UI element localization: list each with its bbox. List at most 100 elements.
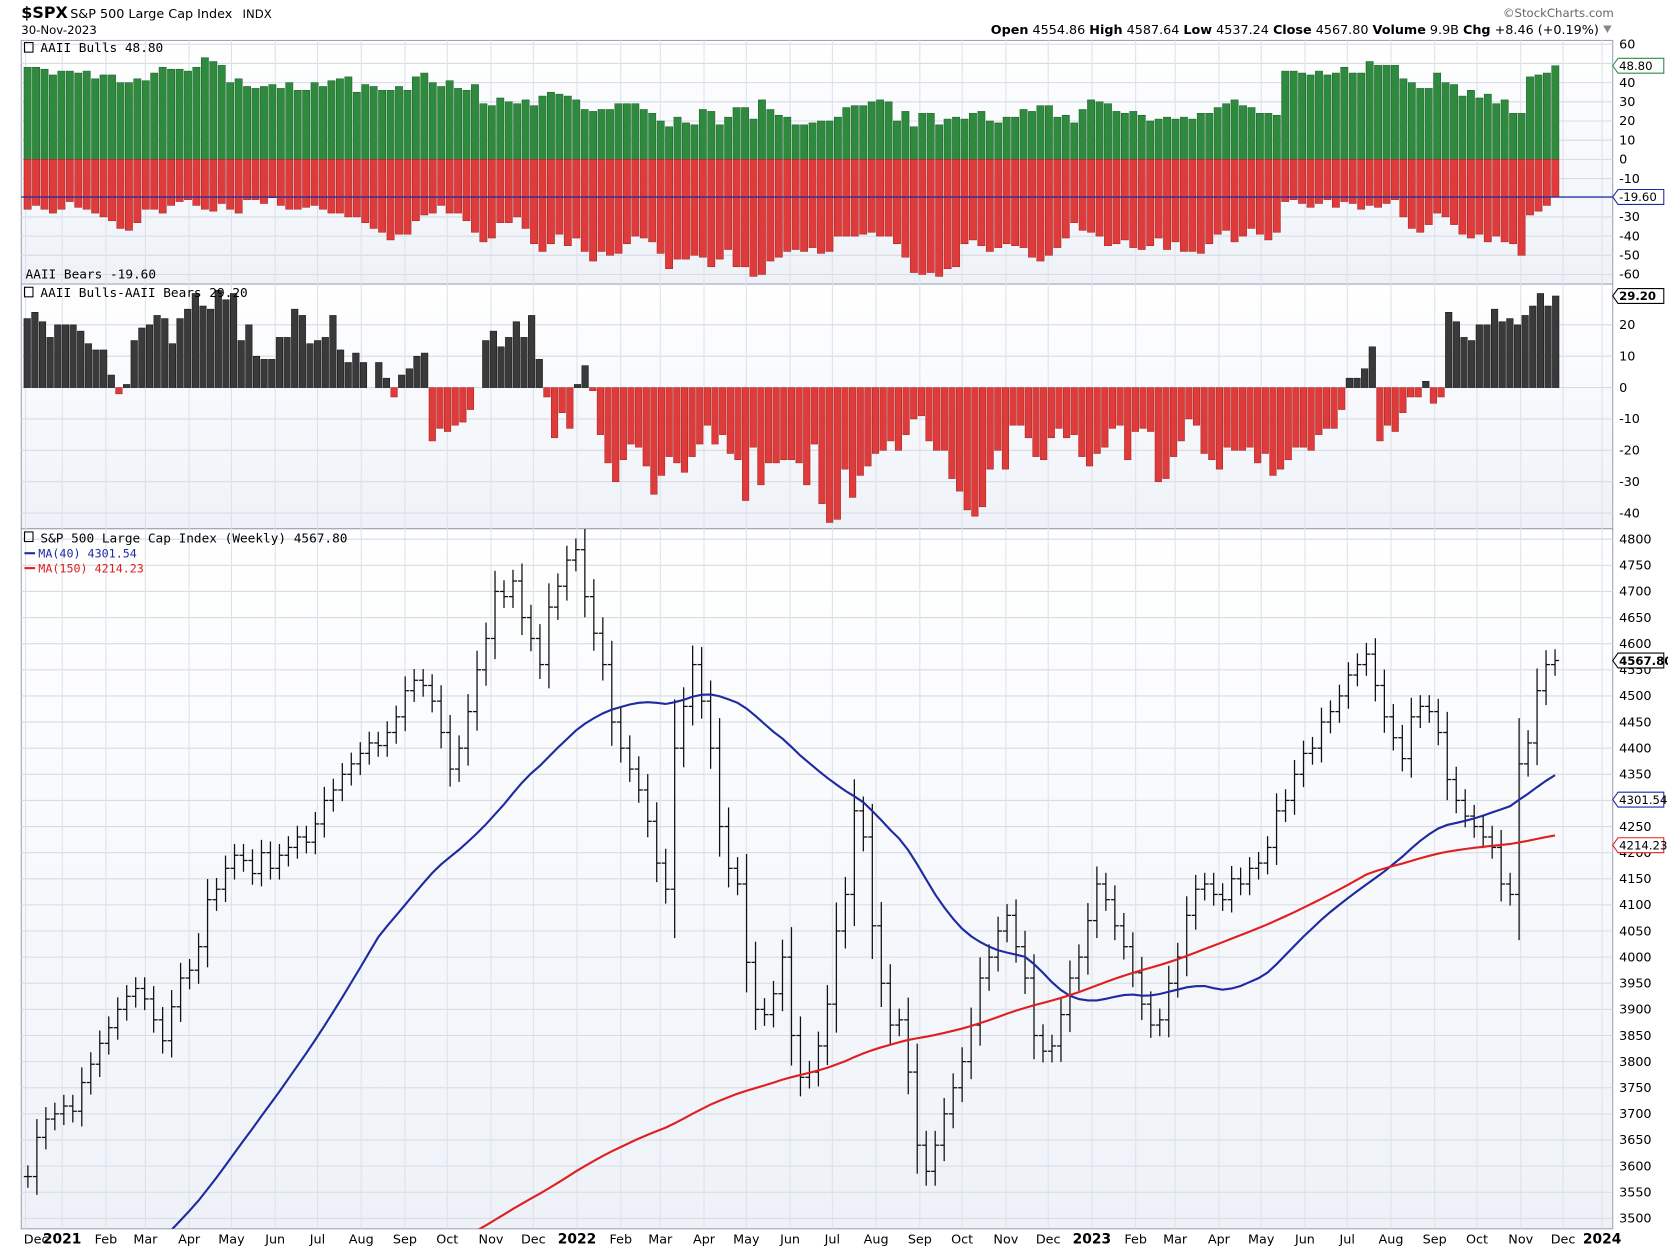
x-tick-label: Sep <box>393 1233 417 1248</box>
spread-negative-bar <box>940 387 948 451</box>
bears-bar <box>496 159 505 223</box>
price-bar <box>455 735 464 782</box>
price-bar <box>949 1073 958 1129</box>
index-name-label: S&P 500 Large Cap Index <box>70 7 232 22</box>
spread-negative-bar <box>994 387 1002 451</box>
price-bar <box>868 803 877 959</box>
bulls-bar <box>884 101 893 160</box>
bears-bar <box>1019 159 1028 248</box>
price-bar <box>985 944 994 991</box>
price-bar <box>877 902 886 1008</box>
spread-negative-bar <box>1215 387 1223 470</box>
spread-negative-bar <box>466 387 475 410</box>
bulls-bar <box>1053 116 1062 160</box>
price-bar <box>392 705 401 744</box>
price-bar <box>122 985 131 1021</box>
bears-bar <box>411 159 420 222</box>
bulls-bar <box>639 109 648 160</box>
price-bar <box>212 877 221 911</box>
spread-positive-bar <box>191 293 199 388</box>
brand-label: ©StockCharts.com <box>1503 6 1614 20</box>
spread-positive-bar <box>1506 318 1514 388</box>
bulls-bar <box>926 113 935 160</box>
spread-negative-bar <box>642 387 650 467</box>
bulls-bar <box>471 84 479 160</box>
price-bar <box>248 849 257 885</box>
spread-positive-bar <box>398 374 406 388</box>
bulls-bar <box>758 99 766 160</box>
price-y-tick-label: 4400 <box>1619 741 1651 756</box>
bulls-bar <box>116 82 125 160</box>
price-y-tick-label: 4700 <box>1619 585 1651 600</box>
bears-bar <box>99 159 108 218</box>
bulls-bar <box>808 122 817 160</box>
bulls-bar <box>49 74 57 160</box>
spread-negative-bar <box>596 387 604 435</box>
spread-positive-bar <box>222 299 230 388</box>
price-y-tick-label: 3750 <box>1619 1081 1651 1096</box>
spread-positive-bar <box>359 362 368 388</box>
bulls-bar <box>1196 113 1205 160</box>
spread-negative-bar <box>1177 387 1185 442</box>
bears-bar <box>977 159 986 246</box>
bears-bar <box>1087 159 1095 233</box>
bulls-bar <box>1222 103 1231 160</box>
spread-positive-bar <box>138 327 146 388</box>
price-bar <box>1550 649 1560 676</box>
bears-bar <box>943 159 952 269</box>
bears-bar <box>1374 159 1382 208</box>
bulls-bar <box>698 109 707 160</box>
ma40-label: MA(40) 4301.54 <box>38 546 137 560</box>
price-bar <box>715 718 724 857</box>
spread-negative-bar <box>1093 387 1101 454</box>
spread-positive-bar <box>77 330 85 388</box>
spread-positive-bar <box>329 315 337 388</box>
bulls-bar <box>32 67 40 160</box>
bears-bar <box>1399 159 1408 218</box>
bears-bar <box>732 159 741 268</box>
spread-negative-bar <box>436 387 444 429</box>
spread-positive-bar <box>145 324 154 388</box>
price-bar <box>1317 707 1326 763</box>
spread-positive-bar <box>54 324 62 388</box>
x-tick-label: Dec <box>24 1233 49 1248</box>
spread-positive-bar <box>535 359 543 388</box>
bulls-bar <box>91 78 100 160</box>
bears-bar <box>1272 159 1281 233</box>
price-bar <box>1506 872 1515 906</box>
bears-bar <box>800 159 809 252</box>
spread-negative-bar <box>1254 387 1262 464</box>
spread-positive-bar <box>1345 377 1353 388</box>
x-tick-label: Oct <box>951 1233 973 1248</box>
axes: 6050403020100-10-20-30-40-50-6020100-10-… <box>24 38 1652 1248</box>
bears-bar <box>1407 159 1416 229</box>
sentiment-y-tick-label: -60 <box>1619 268 1640 283</box>
bulls-bar <box>859 105 868 160</box>
price-bar <box>239 844 248 872</box>
bulls-bar <box>158 67 167 160</box>
price-bars <box>23 529 1560 1195</box>
spread-negative-bar <box>1192 387 1201 426</box>
x-tick-label: Oct <box>1466 1233 1488 1248</box>
spread-negative-bar <box>1101 387 1109 448</box>
bears-bar <box>1011 159 1020 246</box>
bulls-bar <box>1467 90 1475 160</box>
spread-negative-bar <box>894 387 903 451</box>
sentiment-y-tick-label: 60 <box>1619 38 1635 53</box>
bears-bar <box>141 159 150 210</box>
bulls-bar <box>1002 116 1011 160</box>
bears-bar <box>1289 159 1298 200</box>
price-bar <box>571 538 580 572</box>
spread-negative-bar <box>1139 387 1147 429</box>
bulls-bar <box>285 82 294 160</box>
spread-positive-bar <box>482 340 490 388</box>
price-bar <box>841 876 850 949</box>
price-bar <box>832 902 841 1033</box>
price-bar <box>526 604 535 652</box>
spread-negative-bar <box>925 387 933 442</box>
spread-negative-bar <box>558 387 566 413</box>
bulls-bar <box>732 107 741 160</box>
bulls-bar <box>994 122 1003 160</box>
price-bar <box>68 1094 77 1123</box>
price-bar <box>535 624 544 679</box>
